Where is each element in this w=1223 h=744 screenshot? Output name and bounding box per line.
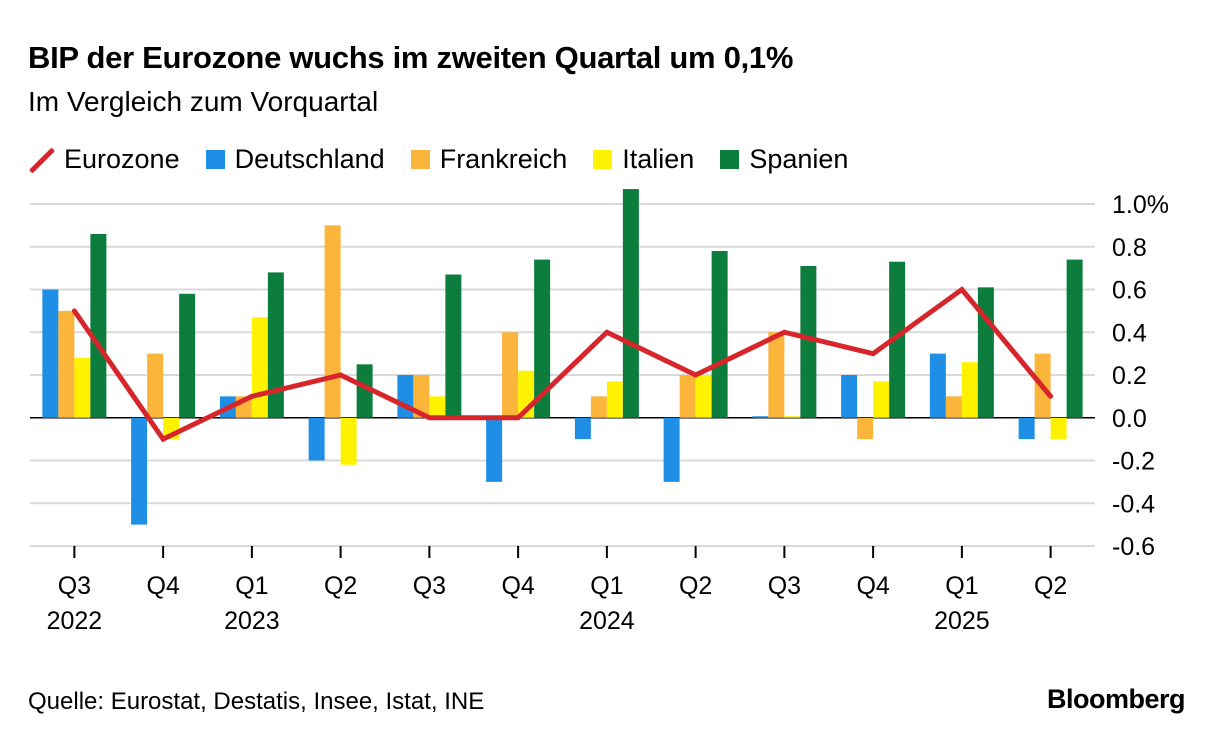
bar-deutschland xyxy=(574,417,591,440)
legend-label-deutschland: Deutschland xyxy=(234,144,385,174)
y-tick-label: 0.8 xyxy=(1112,234,1147,262)
y-tick-label: 1.0% xyxy=(1112,191,1169,219)
bar-italien xyxy=(1050,417,1067,440)
x-tick-label: Q1 xyxy=(590,572,623,600)
x-tick-label: Q4 xyxy=(146,572,179,600)
legend-line-swatch-eurozone xyxy=(28,147,54,173)
y-tick-label: 0.4 xyxy=(1112,319,1147,347)
legend-item-italien: Italien xyxy=(593,144,694,175)
bar-frankreich xyxy=(857,417,874,440)
bar-deutschland xyxy=(1018,417,1035,440)
bar-spanien xyxy=(800,265,817,418)
legend-item-eurozone: Eurozone xyxy=(28,144,180,175)
bar-italien xyxy=(784,416,801,418)
bar-frankreich xyxy=(58,310,75,418)
legend-swatch-deutschland xyxy=(205,150,225,169)
x-year-label: 2025 xyxy=(934,607,990,635)
x-tick-label: Q2 xyxy=(324,572,357,600)
y-tick-label: 0.2 xyxy=(1112,362,1147,390)
x-tick-label: Q2 xyxy=(1034,572,1067,600)
bar-spanien xyxy=(179,293,196,418)
bar-italien xyxy=(695,375,712,418)
chart-legend: Eurozone Deutschland Frankreich Italien … xyxy=(28,144,874,175)
bar-spanien xyxy=(90,233,107,418)
y-tick-label: -0.6 xyxy=(1112,533,1155,561)
legend-swatch-italien xyxy=(593,150,613,169)
bar-italien xyxy=(429,396,446,418)
bar-spanien xyxy=(356,364,373,418)
source-note: Quelle: Eurostat, Destatis, Insee, Istat… xyxy=(28,688,485,715)
bar-deutschland xyxy=(42,289,59,418)
bar-frankreich xyxy=(413,375,430,418)
x-tick-label: Q3 xyxy=(58,572,91,600)
x-year-label: 2024 xyxy=(579,607,635,635)
bar-frankreich xyxy=(590,396,607,418)
x-tick-label: Q4 xyxy=(856,572,889,600)
bar-line-chart: 1.0% 0.8 0.6 0.4 0.2 0.0 -0.2 -0.4 -0.6 Q3 2022 Q4 Q… xyxy=(30,189,1169,635)
legend-label-italien: Italien xyxy=(622,144,695,174)
bar-italien xyxy=(961,362,978,418)
legend-item-deutschland: Deutschland xyxy=(205,144,385,175)
bar-deutschland xyxy=(752,416,769,418)
bar-deutschland xyxy=(131,417,148,525)
bar-italien xyxy=(340,417,357,465)
bar-italien xyxy=(251,317,268,418)
legend-item-frankreich: Frankreich xyxy=(410,144,568,175)
y-tick-label: 0.6 xyxy=(1112,277,1147,305)
bar-spanien xyxy=(977,287,994,418)
bar-frankreich xyxy=(768,332,785,418)
bar-deutschland xyxy=(486,417,503,482)
x-tick-label: Q3 xyxy=(413,572,446,600)
x-year-label: 2023 xyxy=(224,607,280,635)
bar-frankreich xyxy=(502,332,519,418)
chart-title: BIP der Eurozone wuchs im zweiten Quarta… xyxy=(28,40,794,75)
bar-spanien xyxy=(267,272,284,418)
chart-subtitle: Im Vergleich zum Vorquartal xyxy=(28,86,379,117)
bar-spanien xyxy=(889,261,906,418)
bar-deutschland xyxy=(929,353,946,418)
legend-label-eurozone: Eurozone xyxy=(64,144,180,174)
bar-frankreich xyxy=(324,225,341,418)
bar-deutschland xyxy=(308,417,325,461)
bar-frankreich xyxy=(679,375,696,418)
y-tick-label: -0.4 xyxy=(1112,490,1155,518)
bar-frankreich xyxy=(945,396,962,418)
bar-spanien xyxy=(622,189,639,418)
legend-swatch-spanien xyxy=(720,150,740,169)
legend-label-spanien: Spanien xyxy=(749,144,849,174)
bar-spanien xyxy=(534,259,551,418)
bar-italien xyxy=(873,381,890,418)
bar-deutschland xyxy=(663,417,680,482)
eurozone-line xyxy=(71,286,1054,443)
x-tick-label: Q4 xyxy=(501,572,534,600)
bar-deutschland xyxy=(841,375,858,418)
legend-swatch-frankreich xyxy=(410,150,430,169)
y-tick-label: 0.0 xyxy=(1112,405,1147,433)
x-tick-label: Q2 xyxy=(679,572,712,600)
bar-spanien xyxy=(1066,259,1083,418)
bar-italien xyxy=(606,381,623,418)
x-tick-label: Q3 xyxy=(768,572,801,600)
x-year-label: 2022 xyxy=(47,607,103,635)
bar-spanien xyxy=(445,274,462,418)
bloomberg-logo: Bloomberg xyxy=(1046,684,1186,714)
x-tick-label: Q1 xyxy=(945,572,978,600)
x-tick-label: Q1 xyxy=(235,572,268,600)
bar-frankreich xyxy=(147,353,164,418)
legend-item-spanien: Spanien xyxy=(720,144,848,175)
bar-italien xyxy=(74,357,91,418)
legend-label-frankreich: Frankreich xyxy=(439,144,568,174)
bar-spanien xyxy=(711,251,728,418)
y-tick-label: -0.2 xyxy=(1112,448,1155,476)
